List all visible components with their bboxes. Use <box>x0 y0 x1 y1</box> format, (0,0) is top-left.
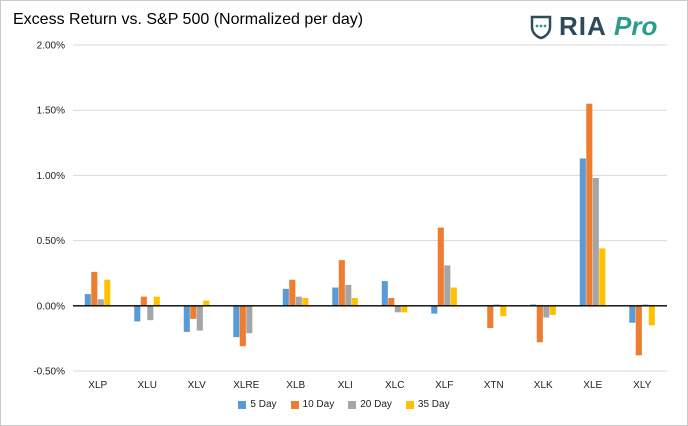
legend-item: 10 Day <box>290 399 335 410</box>
category-label: XLB <box>286 380 305 391</box>
category-label: XLU <box>138 380 157 391</box>
logo-pro: Pro <box>614 11 658 41</box>
shield-icon <box>530 15 552 39</box>
bar-xlu-20-day <box>147 305 154 321</box>
category-label: XLP <box>88 380 107 391</box>
bar-xly-35-day <box>648 305 655 326</box>
y-tick-label: -0.50% <box>33 367 65 378</box>
bar-xlp-10-day <box>91 271 98 306</box>
bar-xli-5-day <box>332 287 339 306</box>
legend-swatch <box>405 400 414 409</box>
bar-xle-20-day <box>592 178 599 306</box>
legend-label: 35 Day <box>417 399 450 410</box>
bar-xlp-20-day <box>97 299 104 306</box>
bar-xlv-20-day <box>196 305 203 331</box>
legend-swatch <box>238 400 247 409</box>
legend-label: 10 Day <box>302 399 335 410</box>
legend-swatch <box>290 400 299 409</box>
category-label: XLF <box>435 380 453 391</box>
bar-xlu-10-day <box>140 296 147 306</box>
y-tick-label: 0.50% <box>37 236 65 247</box>
logo-main: RIA <box>559 11 606 41</box>
bar-xlf-20-day <box>444 265 451 306</box>
bar-xtn-10-day <box>487 305 494 328</box>
bar-xlv-10-day <box>190 305 197 319</box>
legend-item: 35 Day <box>405 399 450 410</box>
category-labels: XLP XLU XLV XLRE XLB XLI XLC XLF XTN XLK XLE XLY <box>88 380 651 391</box>
bar-xlb-20-day <box>295 296 302 306</box>
chart-title: Excess Return vs. S&P 500 (Normalized pe… <box>13 11 364 28</box>
gridlines <box>73 44 667 372</box>
category-label: XTN <box>484 380 504 391</box>
bar-xlc-10-day <box>388 297 395 306</box>
category-label: XLK <box>534 380 553 391</box>
bar-xlv-5-day <box>183 305 190 332</box>
legend-swatch <box>348 400 357 409</box>
bar-xlf-35-day <box>450 287 457 306</box>
bar-xle-5-day <box>579 158 586 306</box>
category-label: XLE <box>583 380 602 391</box>
bar-xlre-5-day <box>233 305 240 338</box>
bar-xlk-20-day <box>543 305 550 318</box>
bar-xli-20-day <box>345 284 352 306</box>
bar-xli-10-day <box>338 260 345 306</box>
bar-xlu-35-day <box>153 296 160 306</box>
y-axis-tick-labels: -0.50% 0.00% 0.50% 1.00% 1.50% 2.00% <box>33 41 65 378</box>
bar-xlb-35-day <box>302 297 309 306</box>
bar-xlb-5-day <box>282 288 289 306</box>
bar-xlre-10-day <box>239 305 246 347</box>
bar-xlf-5-day <box>431 305 438 314</box>
bars <box>84 103 655 356</box>
legend-label: 5 Day <box>250 399 277 410</box>
bar-xli-35-day <box>351 297 358 306</box>
category-label: XLI <box>338 380 353 391</box>
bar-xlv-35-day <box>203 300 210 306</box>
category-label: XLV <box>188 380 206 391</box>
y-tick-label: 0.00% <box>37 301 65 312</box>
bar-xlc-5-day <box>381 281 388 306</box>
bar-xlu-5-day <box>134 305 141 322</box>
bar-xlc-35-day <box>401 305 408 313</box>
legend: 5 Day 10 Day 20 Day 35 Day <box>1 399 687 410</box>
y-tick-label: 1.50% <box>37 106 65 117</box>
legend-item: 5 Day <box>238 399 277 410</box>
bar-xle-10-day <box>586 103 593 306</box>
bar-xlb-10-day <box>289 279 296 306</box>
category-label: XLC <box>385 380 404 391</box>
logo-text: RIA Pro <box>559 11 657 42</box>
legend-label: 20 Day <box>360 399 392 410</box>
category-label: XLY <box>633 380 651 391</box>
y-tick-label: 2.00% <box>37 41 65 52</box>
legend-item: 20 Day <box>348 399 392 410</box>
bar-xly-5-day <box>629 305 636 323</box>
y-tick-label: 1.00% <box>37 171 65 182</box>
bar-xlp-5-day <box>84 294 91 306</box>
bar-xlp-35-day <box>104 279 111 306</box>
bar-xlf-10-day <box>437 227 444 306</box>
ria-pro-logo: RIA Pro <box>529 11 657 42</box>
bar-xlk-10-day <box>536 305 543 343</box>
bar-xly-10-day <box>635 305 642 356</box>
bar-xle-35-day <box>599 248 606 306</box>
bar-xlc-20-day <box>394 305 401 313</box>
bar-xtn-35-day <box>500 305 507 317</box>
category-label: XLRE <box>233 380 259 391</box>
bar-xlk-35-day <box>549 305 556 315</box>
bar-xlre-20-day <box>246 305 253 334</box>
